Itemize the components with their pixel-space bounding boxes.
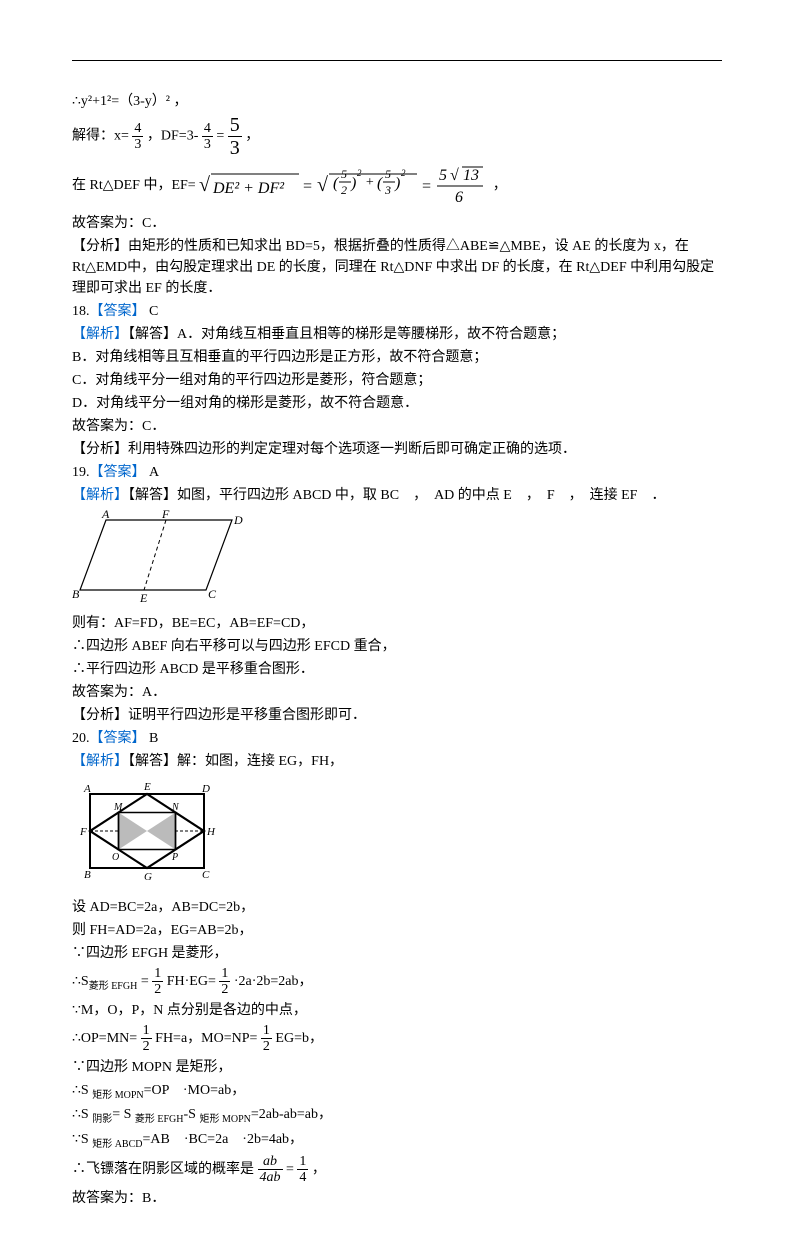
diagram-parallelogram: A F D B E C: [72, 510, 722, 609]
q20-l12: 故答案为：B．: [72, 1188, 722, 1209]
q19-answer: 19.【答案】 A: [72, 462, 722, 483]
rt-def-line: 在 Rt△DEF 中，EF= √ DE² + DF² = √ ( 5 2 ) 2…: [72, 161, 722, 211]
eq-line-2: 解得：x= 43 ，DF=3- 43 = 53 ，: [72, 114, 722, 159]
q18-ans2: 故答案为：C．: [72, 416, 722, 437]
top-rule: [72, 60, 722, 61]
svg-text:M: M: [113, 802, 123, 813]
q18-b: B．对角线相等且互相垂直的平行四边形是正方形，故不符合题意；: [72, 347, 722, 368]
svg-text:2: 2: [401, 168, 406, 178]
q19-analysis: 【分析】证明平行四边形是平移重合图形即可．: [72, 705, 722, 726]
diagram-rhombus-rect: A E D F H B G C M N O P: [72, 776, 722, 893]
svg-text:5: 5: [341, 167, 347, 181]
svg-text:DE² + DF²: DE² + DF²: [212, 180, 285, 197]
svg-text:E: E: [139, 591, 148, 602]
svg-text:N: N: [171, 802, 180, 813]
svg-text:5: 5: [385, 167, 391, 181]
ef-formula-svg: √ DE² + DF² = √ ( 5 2 ) 2 + ( 5 3 ) 2 = …: [199, 161, 489, 211]
q20-l4: ∴S菱形 EFGH = 12 FH·EG= 12 ·2a·2b=2ab，: [72, 966, 722, 998]
svg-text:(: (: [333, 175, 340, 192]
svg-text:E: E: [143, 781, 151, 793]
svg-text:13: 13: [463, 167, 479, 184]
svg-text:√: √: [317, 174, 328, 196]
q20-answer: 20.【答案】 B: [72, 728, 722, 749]
q19-l2: ∴四边形 ABEF 向右平移可以与四边形 EFCD 重合，: [72, 636, 722, 657]
svg-text:H: H: [206, 826, 216, 838]
svg-text:B: B: [72, 587, 80, 601]
svg-text:2: 2: [357, 168, 362, 178]
q20-l6: ∴OP=MN= 12 FH=a，MO=NP= 12 EG=b，: [72, 1023, 722, 1055]
q20-l8: ∴S 矩形 MOPN=OP ·MO=ab，: [72, 1080, 722, 1103]
svg-text:+: +: [365, 175, 374, 190]
analysis-17: 【分析】【分析】由矩形的性质和已知求出 BD=5，根据折叠的性质得△ABE≌△M…: [72, 236, 722, 299]
q20-l7: ∵四边形 MOPN 是矩形，: [72, 1057, 722, 1078]
svg-text:2: 2: [341, 183, 347, 197]
svg-text:P: P: [171, 852, 178, 863]
svg-text:O: O: [112, 852, 119, 863]
svg-text:√: √: [199, 174, 210, 196]
q20-l5: ∵M，O，P，N 点分别是各边的中点，: [72, 1000, 722, 1021]
svg-text:3: 3: [384, 183, 391, 197]
svg-text:C: C: [202, 869, 210, 881]
svg-text:6: 6: [455, 189, 463, 206]
q20-l1: 设 AD=BC=2a，AB=DC=2b，: [72, 897, 722, 918]
svg-text:A: A: [83, 783, 91, 795]
q19-l1: 则有：AF=FD，BE=EC，AB=EF=CD，: [72, 613, 722, 634]
svg-text:): ): [350, 175, 356, 192]
q20-l9: ∴S 阴影= S 菱形 EFGH-S 矩形 MOPN=2ab-ab=ab，: [72, 1104, 722, 1127]
svg-text:F: F: [79, 826, 87, 838]
svg-text:D: D: [233, 513, 243, 527]
q19-sol: 【解析】【解答】如图，平行四边形 ABCD 中，取 BC ， AD 的中点 E …: [72, 485, 722, 506]
q20-l11: ∴飞镖落在阴影区域的概率是 ab4ab = 14 ，: [72, 1154, 722, 1186]
svg-text:=: =: [302, 178, 313, 195]
q20-l3: ∵四边形 EFGH 是菱形，: [72, 943, 722, 964]
q18-d: D．对角线平分一组对角的梯形是菱形，故不符合题意．: [72, 393, 722, 414]
q19-l4: 故答案为：A．: [72, 682, 722, 703]
svg-text:B: B: [84, 869, 91, 881]
svg-text:√: √: [450, 167, 459, 184]
q19-l3: ∴平行四边形 ABCD 是平移重合图形．: [72, 659, 722, 680]
eq-line-1: ∴y²+1²=（3-y）² ，: [72, 91, 722, 112]
answer-c-17: 故答案为：C．: [72, 213, 722, 234]
q18-a: 【解析】【解答】A．对角线互相垂直且相等的梯形是等腰梯形，故不符合题意；: [72, 324, 722, 345]
svg-text:F: F: [161, 510, 170, 521]
q18-c: C．对角线平分一组对角的平行四边形是菱形，符合题意；: [72, 370, 722, 391]
svg-text:=: =: [421, 178, 432, 195]
q18-answer: 18.【答案】 C: [72, 301, 722, 322]
svg-text:(: (: [377, 175, 384, 192]
svg-text:): ): [394, 175, 400, 192]
svg-text:A: A: [101, 510, 110, 521]
svg-text:D: D: [201, 783, 210, 795]
svg-text:C: C: [208, 587, 217, 601]
q20-sol: 【解析】【解答】解：如图，连接 EG，FH，: [72, 751, 722, 772]
q20-l2: 则 FH=AD=2a，EG=AB=2b，: [72, 920, 722, 941]
q20-l10: ∵S 矩形 ABCD=AB ·BC=2a ·2b=4ab，: [72, 1129, 722, 1152]
q18-analysis: 【分析】利用特殊四边形的判定定理对每个选项逐一判断后即可确定正确的选项．: [72, 439, 722, 460]
svg-text:5: 5: [439, 167, 447, 184]
svg-text:G: G: [144, 871, 152, 883]
